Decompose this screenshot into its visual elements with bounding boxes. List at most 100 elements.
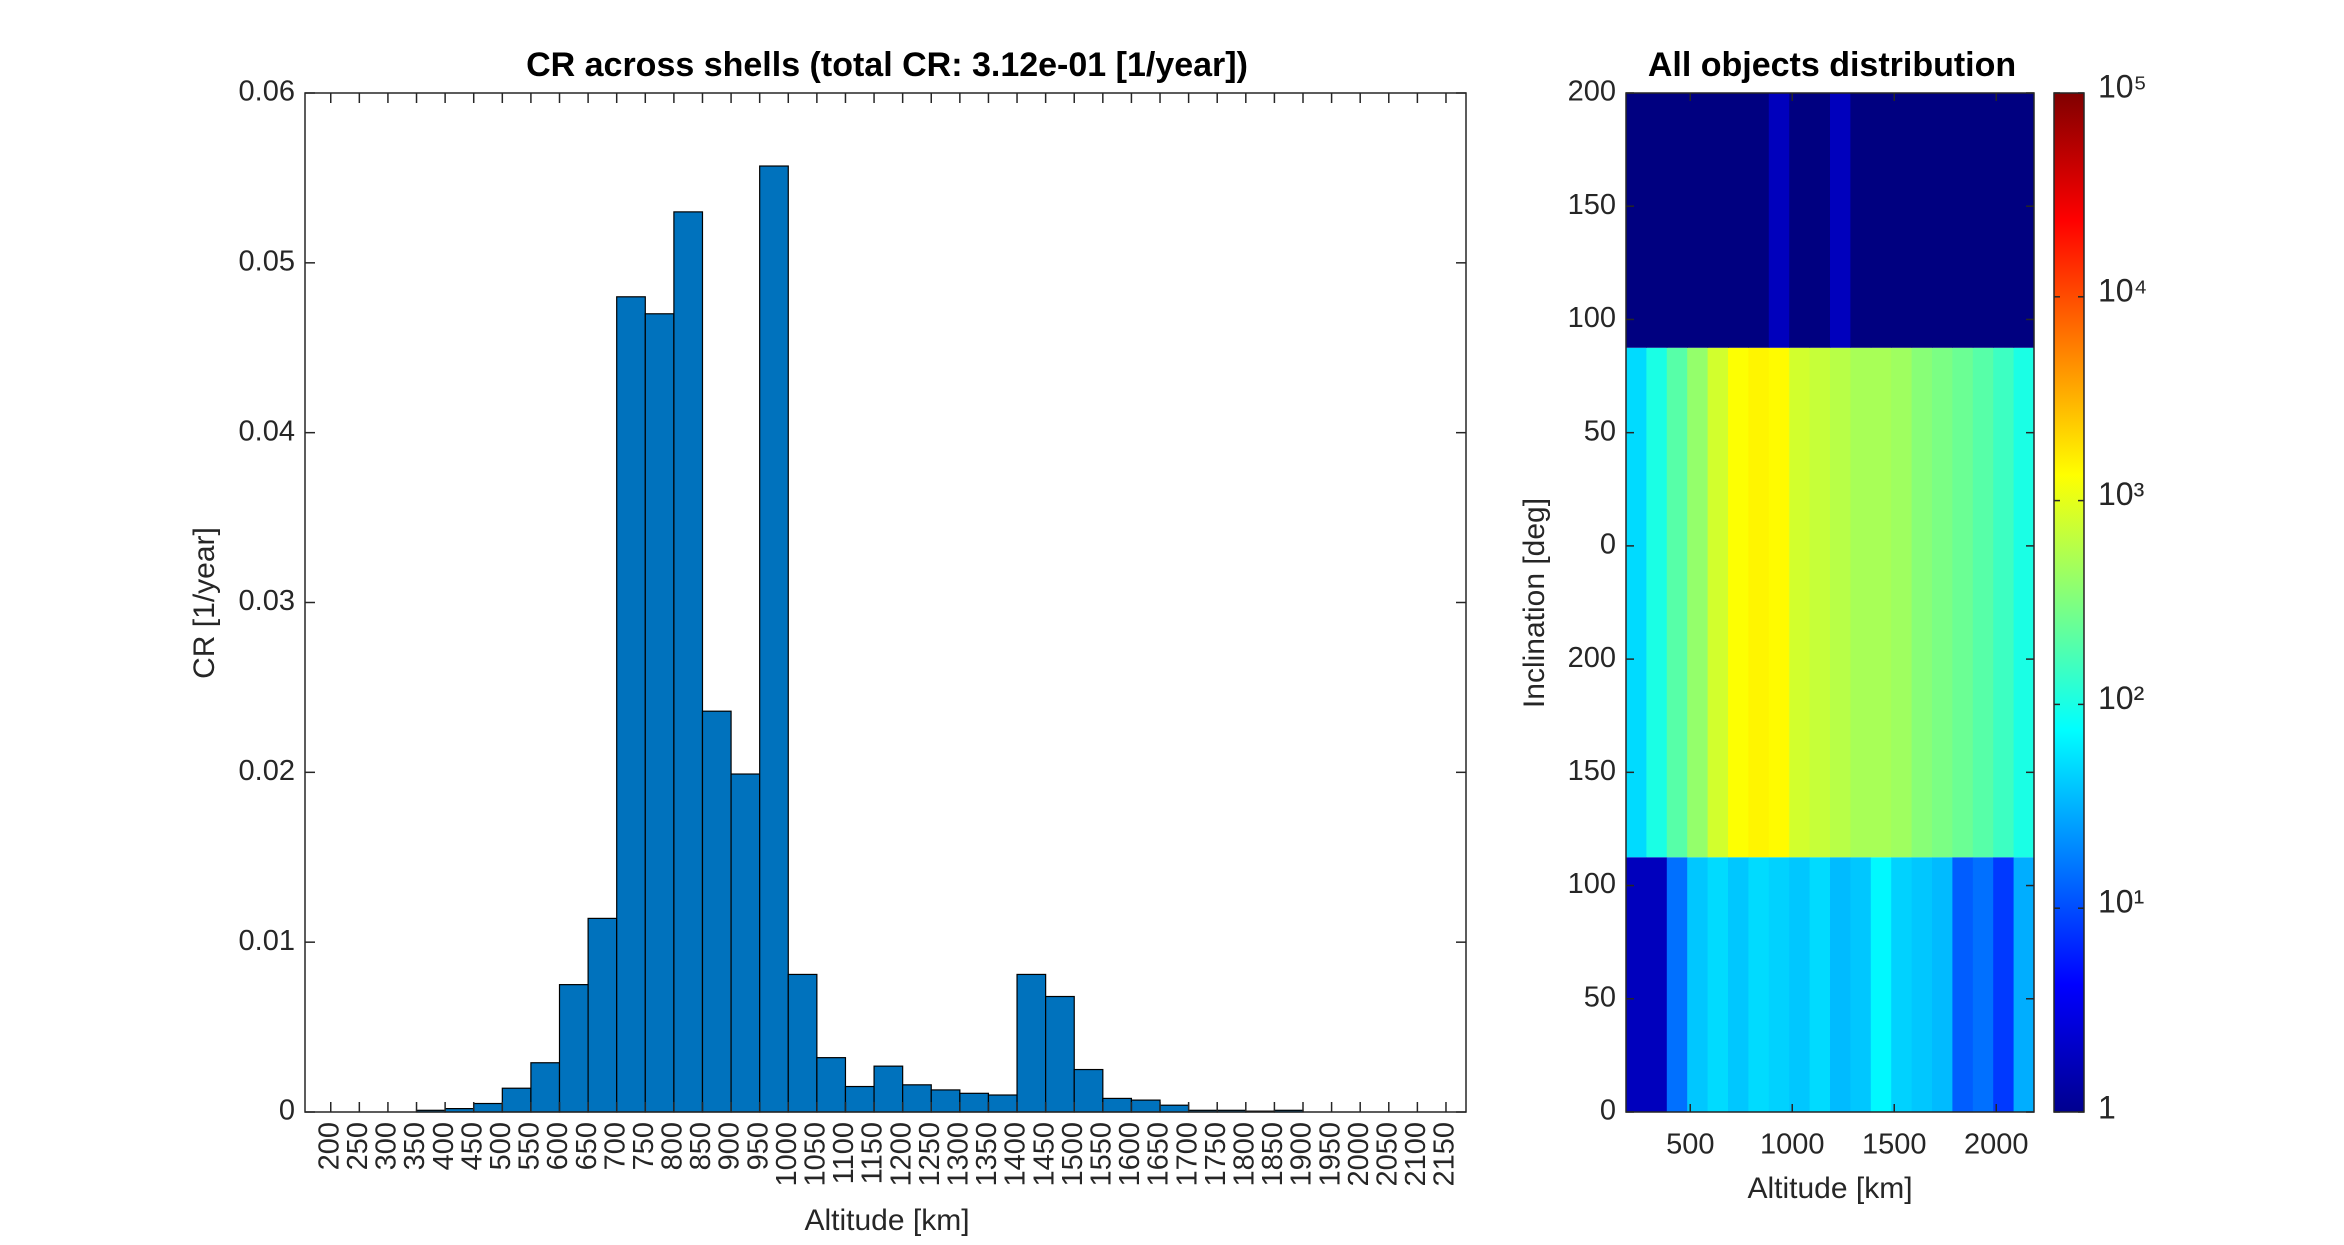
heat-cell [1728,93,1749,348]
heat-cell [1891,93,1913,348]
y-tick-label: 0 [1600,529,1616,561]
y-tick-label: 0.06 [239,76,295,108]
y-tick-label: 50 [1584,415,1616,447]
x-tick-label: 900 [714,1122,746,1170]
heat-cell [1870,93,1892,348]
x-tick-label: 1200 [885,1122,917,1187]
heat-cell [1830,857,1851,1112]
y-tick-label: 50 [1584,981,1616,1013]
heat-cell [1972,857,1994,1112]
heat-cell [1707,857,1729,1112]
heat-cell [1687,93,1709,348]
bar [1102,1097,1133,1113]
heat-cell [2013,857,2035,1112]
heat-cell [1993,857,2015,1112]
heat-cell [1626,93,1647,348]
y-tick-label: 0.03 [239,585,295,617]
x-tick-label: 1400 [1000,1122,1032,1187]
x-tick-label: 500 [485,1122,517,1170]
heat-cell [1972,347,1994,858]
heat-cell [1993,93,2015,348]
bar [1016,973,1047,1113]
x-tick-label: 350 [399,1122,431,1170]
heat-cell [1809,93,1831,348]
bar [959,1092,990,1113]
x-tick-label: 1000 [1760,1129,1825,1161]
x-tick-label: 1950 [1314,1122,1346,1187]
y-tick-label: 0.02 [239,755,295,787]
heat-cell [1626,857,1647,1112]
heat-cell [1809,347,1831,858]
colorbar-tick-label: 10³ [2098,476,2145,512]
heat-cell [1870,857,1892,1112]
y-tick-label: 0.04 [239,415,295,447]
heat-cell [1768,857,1790,1112]
heat-cell [1748,347,1770,858]
bar [730,773,761,1113]
chart-title: CR across shells (total CR: 3.12e-01 [1/… [526,46,1248,84]
heat-cell [1891,857,1913,1112]
y-tick-label: 0.05 [239,245,295,277]
heat-cell [1850,347,1872,858]
x-tick-label: 400 [428,1122,460,1170]
heat-cell [1687,857,1709,1112]
x-tick-label: 200 [313,1122,345,1170]
y-tick-label: 200 [1568,76,1616,108]
bar [1045,995,1075,1113]
x-tick-label: 1450 [1028,1122,1060,1187]
y-tick-label: 0 [279,1095,295,1127]
y-tick-label: 0 [1600,1095,1616,1127]
heat-cell [1768,93,1790,348]
bar [987,1094,1018,1113]
y-axis-label: CR [1/year] [188,527,221,679]
x-tick-label: 1350 [971,1122,1003,1187]
bar [473,1102,503,1113]
bar [1073,1068,1104,1113]
x-tick-label: 1500 [1057,1122,1089,1187]
x-tick-label: 650 [571,1122,603,1170]
heat-cell [1707,93,1729,348]
heat-cell [1932,857,1953,1112]
x-tick-label: 1000 [771,1122,803,1187]
axes-box [1625,92,2035,1113]
colorbar-tick-label: 10⁴ [2098,272,2147,308]
x-tick-label: 850 [685,1122,717,1170]
bar [701,710,732,1113]
bar [930,1089,961,1113]
heat-cell [1728,347,1749,858]
heat-cell [1891,347,1913,858]
x-tick-label: 2000 [1343,1122,1375,1187]
colorbar-tick-label: 10² [2098,680,2145,716]
heat-cell [1626,347,1647,858]
heat-cell [1687,347,1709,858]
bar [558,984,589,1113]
heat-cell [1789,347,1811,858]
heat-cell [1748,93,1770,348]
x-tick-label: 2150 [1429,1122,1461,1187]
x-tick-label: 600 [542,1122,574,1170]
heat-cell [1932,347,1953,858]
bar [501,1087,532,1113]
heat-cell [1809,857,1831,1112]
bar [759,165,789,1113]
y-tick-label: 150 [1568,189,1616,221]
colorbar-tick-label: 1 [2098,1089,2116,1125]
heat-cell [1666,857,1688,1112]
x-tick-label: 1250 [914,1122,946,1187]
x-tick-label: 300 [371,1122,403,1170]
y-tick-label: 0.01 [239,925,295,957]
x-tick-label: 1800 [1228,1122,1260,1187]
chart-title: All objects distribution [1648,46,2016,84]
colorbar-tick-label: 10⁵ [2098,68,2147,104]
x-axis-label: Altitude [km] [804,1204,969,1237]
heat-cell [1932,93,1953,348]
x-tick-label: 1700 [1171,1122,1203,1187]
x-tick-label: 1150 [857,1122,889,1184]
x-tick-label: 800 [657,1122,689,1170]
bar [673,211,704,1113]
x-tick-label: 1550 [1085,1122,1117,1187]
plot-area [305,93,1466,1112]
x-tick-label: 750 [628,1122,660,1170]
x-tick-label: 1100 [828,1122,860,1184]
